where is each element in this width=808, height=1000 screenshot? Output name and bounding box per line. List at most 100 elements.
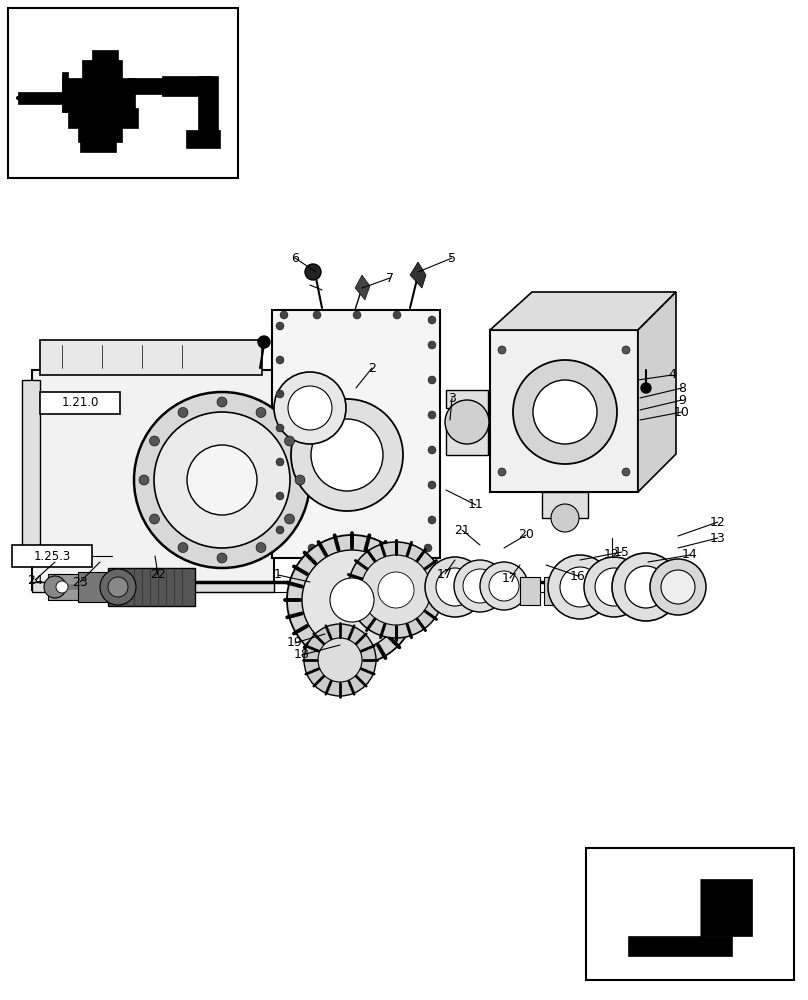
Circle shape	[258, 336, 270, 348]
Circle shape	[44, 576, 66, 598]
Circle shape	[149, 436, 159, 446]
Circle shape	[513, 360, 617, 464]
Circle shape	[641, 383, 651, 393]
Text: 13: 13	[710, 532, 726, 544]
Circle shape	[295, 475, 305, 485]
Circle shape	[217, 553, 227, 563]
Polygon shape	[355, 275, 370, 300]
Circle shape	[305, 264, 321, 280]
Circle shape	[113, 95, 123, 105]
Bar	[40, 392, 120, 414]
Polygon shape	[490, 292, 676, 330]
Circle shape	[533, 380, 597, 444]
Polygon shape	[162, 76, 212, 96]
Text: 14: 14	[682, 548, 698, 562]
Circle shape	[304, 624, 376, 696]
Text: 8: 8	[678, 381, 686, 394]
Text: 1.21.0: 1.21.0	[61, 396, 99, 410]
Circle shape	[56, 581, 68, 593]
Polygon shape	[700, 879, 752, 936]
Circle shape	[256, 407, 266, 417]
Polygon shape	[628, 879, 700, 936]
Text: 11: 11	[468, 498, 484, 512]
Text: 19: 19	[287, 637, 303, 650]
Circle shape	[595, 568, 633, 606]
Polygon shape	[92, 50, 118, 62]
Polygon shape	[68, 108, 138, 128]
Bar	[520, 577, 540, 605]
Circle shape	[436, 568, 474, 606]
Circle shape	[149, 514, 159, 524]
Text: 21: 21	[454, 524, 470, 536]
Circle shape	[284, 514, 295, 524]
Circle shape	[288, 386, 332, 430]
Text: 23: 23	[72, 576, 88, 588]
Circle shape	[551, 504, 579, 532]
Polygon shape	[186, 130, 220, 148]
Polygon shape	[78, 124, 122, 142]
Polygon shape	[628, 936, 732, 956]
Circle shape	[94, 90, 106, 102]
Circle shape	[256, 543, 266, 553]
Circle shape	[498, 468, 506, 476]
Circle shape	[276, 526, 284, 534]
Bar	[32, 370, 274, 590]
Circle shape	[622, 346, 630, 354]
Circle shape	[348, 542, 444, 638]
Text: 20: 20	[518, 528, 534, 542]
Circle shape	[217, 397, 227, 407]
Circle shape	[361, 555, 431, 625]
Text: 22: 22	[150, 568, 166, 582]
Polygon shape	[128, 78, 168, 94]
Bar	[32, 582, 274, 592]
Text: 18: 18	[294, 648, 310, 662]
Bar	[542, 492, 588, 518]
Circle shape	[287, 535, 417, 665]
Circle shape	[276, 356, 284, 364]
Circle shape	[276, 322, 284, 330]
Polygon shape	[446, 390, 488, 455]
Polygon shape	[108, 568, 195, 606]
Bar	[12, 545, 92, 567]
Circle shape	[134, 392, 310, 568]
Circle shape	[428, 341, 436, 349]
Circle shape	[284, 436, 295, 446]
Polygon shape	[80, 138, 116, 152]
Bar	[586, 848, 794, 980]
Bar	[22, 380, 40, 555]
Polygon shape	[82, 60, 122, 80]
Circle shape	[330, 578, 374, 622]
Polygon shape	[62, 72, 68, 112]
Text: 2: 2	[368, 361, 376, 374]
Text: 17: 17	[437, 568, 453, 580]
Circle shape	[318, 638, 362, 682]
Circle shape	[428, 411, 436, 419]
Circle shape	[139, 475, 149, 485]
Polygon shape	[78, 572, 112, 602]
Text: 17: 17	[502, 572, 518, 584]
Circle shape	[178, 407, 188, 417]
Circle shape	[428, 376, 436, 384]
Text: 24: 24	[27, 574, 43, 586]
Circle shape	[612, 553, 680, 621]
Text: 5: 5	[448, 251, 456, 264]
Circle shape	[428, 481, 436, 489]
Circle shape	[424, 544, 432, 552]
Circle shape	[187, 445, 257, 515]
Text: 12: 12	[710, 516, 726, 528]
Bar	[490, 330, 638, 492]
Circle shape	[622, 468, 630, 476]
Text: 1.25.3: 1.25.3	[33, 550, 70, 562]
Circle shape	[584, 557, 644, 617]
Circle shape	[280, 311, 288, 319]
Circle shape	[276, 390, 284, 398]
Circle shape	[428, 446, 436, 454]
Circle shape	[308, 544, 316, 552]
Bar	[544, 577, 568, 605]
Circle shape	[425, 557, 485, 617]
Circle shape	[108, 577, 128, 597]
Polygon shape	[198, 76, 218, 138]
Polygon shape	[410, 262, 426, 288]
Text: 4: 4	[668, 368, 676, 381]
Circle shape	[178, 543, 188, 553]
